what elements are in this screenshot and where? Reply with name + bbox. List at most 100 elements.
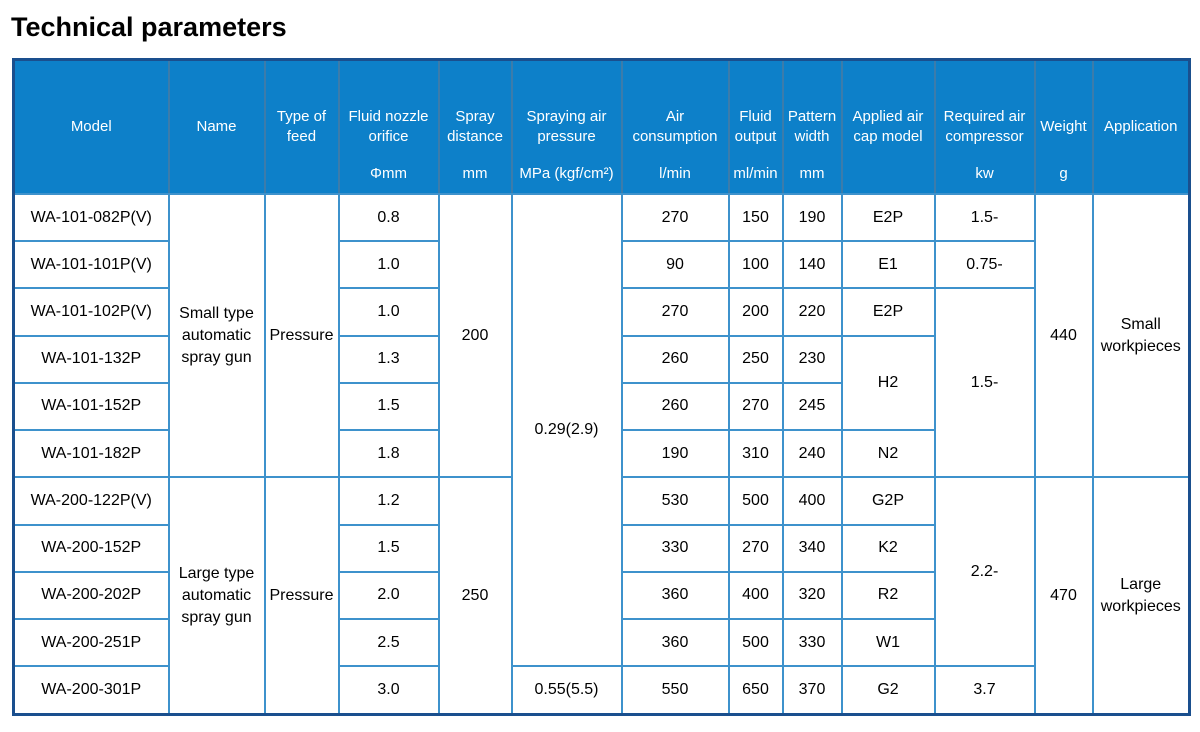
cell-model: WA-200-202P: [12, 570, 170, 620]
column-header-unit: l/min: [659, 165, 691, 182]
column-header-label: Type of feed: [276, 108, 327, 145]
column-header-label: Required air compressor: [943, 108, 1026, 145]
cell-nozzle: 1.5: [337, 523, 440, 573]
cell-compressor: 0.75-: [933, 240, 1036, 290]
cell-width: 190: [781, 192, 843, 243]
cell-air: 530: [620, 476, 730, 526]
column-header-label: Applied air cap model: [852, 108, 924, 145]
cell-width: 400: [781, 476, 843, 526]
cell-cap: E2P: [840, 287, 936, 337]
cell-air: 90: [620, 240, 730, 290]
cell-air: 270: [620, 192, 730, 243]
column-header-unit: kw: [975, 165, 994, 182]
column-header-label: Fluid nozzle orifice: [348, 108, 429, 145]
column-header-applied-air-cap-model: Applied air cap model: [840, 58, 936, 195]
table-row: WA-200-301P 3.0 0.55(5.5) 550 650 370 G2…: [12, 665, 1190, 716]
column-header-spraying-air-pressure: Spraying air pressure MPa (kgf/cm²): [510, 58, 623, 195]
cell-cap: E1: [840, 240, 936, 290]
column-header-model: Model: [12, 58, 170, 195]
column-header-unit: MPa (kgf/cm²): [519, 165, 614, 182]
cell-distance: 250: [437, 476, 513, 716]
cell-cap: R2: [840, 570, 936, 620]
cell-compressor: 2.2-: [933, 476, 1036, 668]
table-row: WA-200-122P(V) Large type automatic spra…: [12, 476, 1191, 716]
column-header-air-consumption: Air consumption l/min: [620, 58, 730, 195]
cell-fluid: 270: [727, 523, 784, 573]
table-row: WA-101-082P(V) Small type automatic spra…: [12, 192, 1191, 668]
cell-cap: N2: [840, 429, 936, 479]
cell-air: 260: [620, 381, 730, 432]
cell-width: 370: [781, 665, 843, 716]
cell-nozzle: 2.0: [337, 570, 440, 620]
column-header-pattern-width: Pattern width mm: [781, 58, 843, 195]
cell-compressor: 1.5-: [933, 287, 1036, 479]
cell-nozzle: 1.2: [337, 476, 440, 526]
cell-cap: G2: [840, 665, 936, 716]
cell-model: WA-200-122P(V): [12, 476, 170, 526]
column-header-label: Spraying air pressure: [526, 108, 607, 145]
cell-nozzle: 1.5: [337, 381, 440, 432]
cell-air: 330: [620, 523, 730, 573]
cell-cap: E2P: [840, 192, 936, 243]
cell-pressure: 0.29(2.9): [510, 192, 623, 668]
cell-weight: 440: [1033, 192, 1094, 479]
cell-nozzle: 1.0: [337, 287, 440, 337]
column-header-unit: Φmm: [370, 165, 407, 182]
column-header-spray-distance: Spray distance mm: [437, 58, 513, 195]
cell-fluid: 250: [727, 334, 784, 384]
cell-air: 260: [620, 334, 730, 384]
column-header-label: Name: [196, 118, 237, 135]
cell-air: 360: [620, 617, 730, 668]
cell-fluid: 310: [727, 429, 784, 479]
cell-nozzle: 3.0: [337, 665, 440, 716]
cell-fluid: 200: [727, 287, 784, 337]
cell-fluid: 100: [727, 240, 784, 290]
cell-cap: G2P: [840, 476, 936, 526]
cell-nozzle: 1.0: [337, 240, 440, 290]
column-header-unit: g: [1059, 165, 1068, 182]
cell-model: WA-101-182P: [12, 429, 170, 479]
column-header-application: Application: [1091, 58, 1191, 195]
table-row: WA-200-202P 2.0 360 400 320 R2: [12, 570, 1190, 620]
table-row: WA-200-152P 1.5 330 270 340 K2: [12, 523, 1190, 573]
cell-feed: Pressure: [263, 476, 340, 716]
cell-width: 230: [781, 334, 843, 384]
cell-model: WA-200-301P: [12, 665, 170, 716]
cell-model: WA-101-132P: [12, 334, 170, 384]
cell-cap: K2: [840, 523, 936, 573]
column-header-fluid-output: Fluid output ml/min: [727, 58, 784, 195]
cell-width: 245: [781, 381, 843, 432]
column-header-type-of-feed: Type of feed: [263, 58, 340, 195]
cell-air: 550: [620, 665, 730, 716]
cell-weight: 470: [1033, 476, 1094, 716]
column-header-label: Application: [1104, 118, 1178, 135]
column-header-label: Pattern width: [787, 108, 837, 145]
table-row: WA-101-102P(V) 1.0 270 200 220 E2P 1.5-: [12, 287, 1190, 479]
cell-width: 320: [781, 570, 843, 620]
cell-air: 270: [620, 287, 730, 337]
cell-air: 360: [620, 570, 730, 620]
cell-width: 340: [781, 523, 843, 573]
cell-model: WA-200-152P: [12, 523, 170, 573]
cell-fluid: 650: [727, 665, 784, 716]
column-header-name: Name: [167, 58, 266, 195]
cell-nozzle: 1.8: [337, 429, 440, 479]
cell-model: WA-101-082P(V): [12, 192, 170, 243]
cell-nozzle: 1.3: [337, 334, 440, 384]
cell-fluid: 500: [727, 476, 784, 526]
cell-distance: 200: [437, 192, 513, 479]
column-header-fluid-nozzle-orifice: Fluid nozzle orifice Φmm: [337, 58, 440, 195]
cell-fluid: 150: [727, 192, 784, 243]
cell-name: Small type automatic spray gun: [167, 192, 266, 479]
column-header-label: Fluid output: [734, 108, 777, 145]
header-row: Model Name Type of feed Fluid nozzle ori…: [12, 58, 1191, 195]
table-row: WA-200-251P 2.5 360 500 330 W1: [12, 617, 1190, 668]
cell-pressure: 0.55(5.5): [510, 665, 623, 716]
cell-application: Large workpieces: [1091, 476, 1191, 716]
cell-air: 190: [620, 429, 730, 479]
cell-model: WA-101-101P(V): [12, 240, 170, 290]
cell-width: 240: [781, 429, 843, 479]
cell-model: WA-101-152P: [12, 381, 170, 432]
column-header-unit: ml/min: [733, 165, 778, 182]
